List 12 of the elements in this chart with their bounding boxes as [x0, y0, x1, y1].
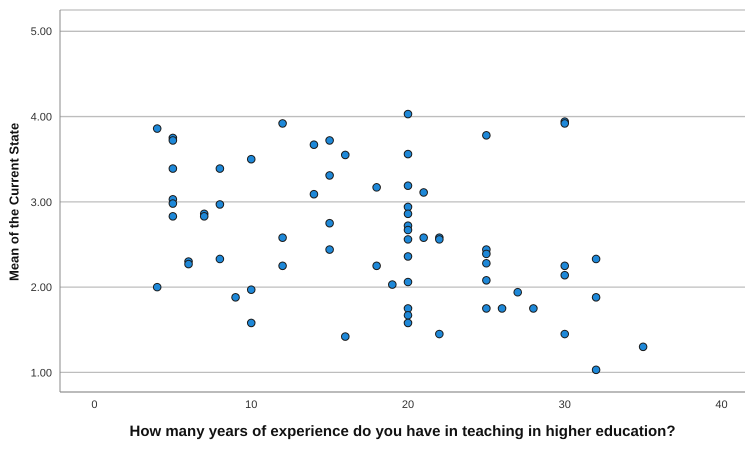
- y-axis-title: Mean of the Current State: [6, 122, 22, 281]
- x-tick-label: 0: [91, 398, 98, 411]
- y-tick-label: 1.00: [30, 367, 52, 380]
- x-tick-label: 10: [245, 398, 258, 411]
- y-tick-label: 5.00: [30, 26, 52, 38]
- y-tick-label: 2.00: [30, 282, 52, 294]
- y-tick-label: 3.00: [30, 196, 52, 209]
- x-tick-label: 40: [715, 398, 728, 411]
- x-tick-label: 30: [558, 398, 571, 411]
- y-tick-label: 4.00: [30, 111, 52, 124]
- x-tick-label: 20: [402, 398, 414, 411]
- x-axis-title: How many years of experience do you have in teaching in higher education?: [130, 423, 676, 440]
